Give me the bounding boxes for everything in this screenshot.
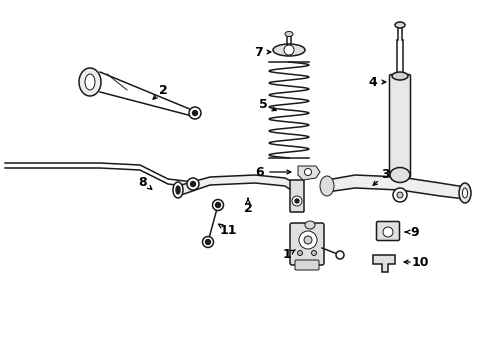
Ellipse shape bbox=[459, 183, 471, 203]
Circle shape bbox=[189, 107, 201, 119]
Ellipse shape bbox=[176, 186, 180, 194]
Circle shape bbox=[312, 251, 317, 256]
Text: 9: 9 bbox=[411, 225, 419, 238]
FancyBboxPatch shape bbox=[390, 75, 411, 177]
Text: 10: 10 bbox=[411, 256, 429, 269]
Text: 11: 11 bbox=[219, 224, 237, 237]
Polygon shape bbox=[298, 166, 320, 180]
Ellipse shape bbox=[463, 188, 467, 198]
Polygon shape bbox=[181, 175, 297, 195]
Text: 4: 4 bbox=[368, 76, 377, 89]
Circle shape bbox=[383, 227, 393, 237]
Circle shape bbox=[284, 45, 294, 55]
Circle shape bbox=[193, 111, 197, 116]
Circle shape bbox=[191, 181, 196, 186]
Text: 8: 8 bbox=[139, 175, 147, 189]
Ellipse shape bbox=[390, 167, 410, 183]
FancyBboxPatch shape bbox=[290, 180, 304, 212]
Text: 7: 7 bbox=[254, 45, 262, 58]
Circle shape bbox=[297, 251, 302, 256]
FancyBboxPatch shape bbox=[290, 223, 324, 265]
Ellipse shape bbox=[395, 22, 405, 28]
Text: 2: 2 bbox=[244, 202, 252, 215]
Circle shape bbox=[202, 237, 214, 248]
Text: 6: 6 bbox=[256, 166, 264, 179]
Text: 3: 3 bbox=[381, 168, 390, 181]
Circle shape bbox=[304, 168, 312, 175]
Ellipse shape bbox=[173, 182, 183, 198]
Ellipse shape bbox=[320, 176, 334, 196]
Circle shape bbox=[187, 178, 199, 190]
Ellipse shape bbox=[273, 44, 305, 56]
Text: 1: 1 bbox=[283, 248, 292, 261]
Circle shape bbox=[213, 199, 223, 211]
Circle shape bbox=[393, 188, 407, 202]
Polygon shape bbox=[327, 175, 465, 199]
FancyBboxPatch shape bbox=[376, 221, 399, 240]
Circle shape bbox=[336, 251, 344, 259]
Circle shape bbox=[299, 231, 317, 249]
Circle shape bbox=[295, 199, 299, 203]
Text: 5: 5 bbox=[259, 99, 268, 112]
Circle shape bbox=[205, 239, 211, 244]
Polygon shape bbox=[373, 255, 395, 272]
Circle shape bbox=[216, 202, 220, 207]
Text: 2: 2 bbox=[159, 84, 168, 96]
Ellipse shape bbox=[305, 221, 315, 229]
Ellipse shape bbox=[392, 72, 408, 80]
Circle shape bbox=[397, 192, 403, 198]
Ellipse shape bbox=[285, 31, 293, 36]
Circle shape bbox=[304, 236, 312, 244]
Ellipse shape bbox=[85, 74, 95, 90]
Circle shape bbox=[292, 196, 302, 206]
Ellipse shape bbox=[79, 68, 101, 96]
FancyBboxPatch shape bbox=[295, 260, 319, 270]
